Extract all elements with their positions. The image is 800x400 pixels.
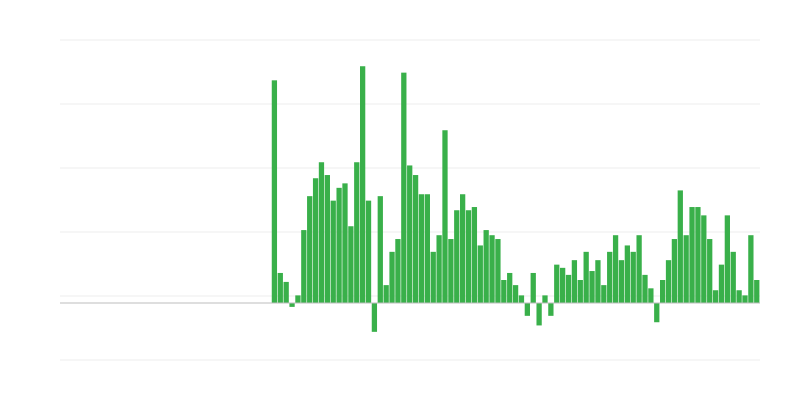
- bar-82: [542, 295, 548, 304]
- bar-60: [412, 175, 419, 304]
- bar-55: [383, 285, 389, 304]
- bar-48: [342, 183, 348, 304]
- bar-84: [554, 264, 560, 304]
- bar-93: [607, 251, 613, 304]
- bar-41: [301, 230, 307, 304]
- bar-68: [460, 194, 466, 304]
- bar-70: [471, 207, 478, 304]
- bar-87: [571, 260, 578, 304]
- bar-53: [371, 303, 378, 332]
- bar-118: [754, 280, 760, 304]
- bar-108: [695, 207, 701, 304]
- bar-49: [348, 226, 354, 304]
- bar-92: [601, 285, 607, 304]
- bar-97: [630, 251, 636, 304]
- bar-79: [524, 303, 530, 316]
- bar-69: [465, 210, 472, 304]
- bar-107: [689, 207, 695, 304]
- bar-64: [436, 235, 442, 304]
- bar-67: [454, 210, 460, 304]
- bar-103: [665, 260, 672, 304]
- bar-65: [442, 130, 448, 304]
- bar-95: [618, 260, 625, 304]
- bar-46: [330, 200, 336, 304]
- bar-115: [736, 290, 742, 304]
- bar-113: [724, 215, 730, 304]
- bar-78: [518, 295, 525, 304]
- bar-52: [365, 200, 372, 304]
- bar-109: [701, 215, 707, 304]
- bar-99: [642, 274, 648, 304]
- bar-77: [512, 285, 519, 304]
- bar-86: [565, 274, 572, 304]
- bar-37: [277, 272, 283, 304]
- bar-45: [324, 175, 330, 304]
- bar-88: [577, 280, 583, 304]
- bar-61: [418, 194, 425, 304]
- bar-114: [730, 251, 736, 304]
- bars: [271, 66, 760, 332]
- bar-38: [283, 281, 289, 304]
- bar-44: [318, 162, 325, 304]
- bar-90: [589, 271, 595, 304]
- bar-63: [430, 251, 436, 304]
- bar-105: [677, 190, 683, 304]
- bar-100: [648, 288, 654, 304]
- bar-58: [401, 72, 407, 304]
- bar-50: [354, 162, 360, 304]
- bar-112: [718, 264, 725, 304]
- bar-101: [654, 303, 660, 323]
- bar-59: [407, 165, 413, 304]
- bar-51: [360, 66, 366, 304]
- bar-110: [707, 239, 713, 304]
- bar-85: [560, 267, 566, 304]
- bar-57: [395, 239, 401, 304]
- bar-75: [501, 280, 507, 304]
- bar-102: [660, 280, 666, 304]
- bar-56: [389, 251, 395, 304]
- bar-66: [448, 239, 454, 304]
- bar-94: [612, 235, 619, 304]
- bar-81: [536, 303, 542, 326]
- bar-91: [595, 260, 601, 304]
- bar-42: [307, 196, 313, 304]
- bar-47: [336, 187, 342, 304]
- bar-54: [377, 196, 383, 304]
- bar-36: [271, 80, 278, 304]
- bar-83: [548, 303, 554, 316]
- bar-71: [477, 245, 483, 304]
- bar-62: [424, 194, 430, 304]
- bar-74: [495, 239, 501, 304]
- bar-98: [636, 235, 642, 304]
- bar-43: [312, 178, 319, 304]
- bar-111: [712, 290, 719, 304]
- bar-104: [671, 239, 678, 304]
- bar-80: [530, 272, 536, 304]
- bar-106: [683, 235, 689, 304]
- bar-73: [489, 235, 495, 304]
- bar-116: [742, 295, 748, 304]
- bar-40: [295, 295, 301, 304]
- bar-96: [624, 245, 630, 304]
- bar-76: [507, 272, 513, 304]
- bar-117: [748, 235, 754, 304]
- bar-72: [483, 230, 489, 304]
- bar-39: [289, 303, 295, 307]
- bar-89: [583, 251, 589, 304]
